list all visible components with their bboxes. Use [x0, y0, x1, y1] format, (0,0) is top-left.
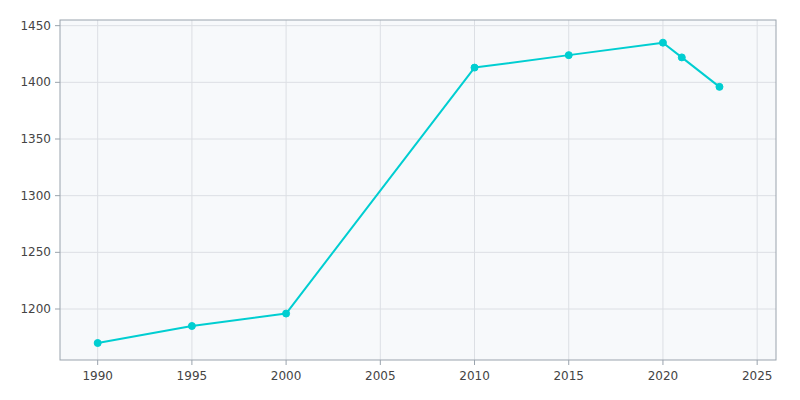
y-grid-line — [60, 309, 776, 310]
plot-background — [60, 20, 776, 360]
y-tick-label: 1400 — [20, 75, 51, 89]
y-tick — [55, 309, 60, 310]
point — [471, 64, 478, 71]
y-tick — [55, 139, 60, 140]
x-tick — [191, 360, 192, 365]
x-tick-label: 2005 — [365, 369, 396, 383]
y-tick — [55, 195, 60, 196]
y-tick — [55, 82, 60, 83]
x-tick — [380, 360, 381, 365]
point — [94, 340, 101, 347]
data-layer — [94, 39, 723, 346]
y-tick-label: 1350 — [20, 132, 51, 146]
point — [716, 83, 723, 90]
y-grid-line — [60, 195, 776, 196]
x-tick-label: 2020 — [648, 369, 679, 383]
x-tick — [662, 360, 663, 365]
point — [283, 310, 290, 317]
x-tick-label: 1990 — [82, 369, 113, 383]
x-tick — [474, 360, 475, 365]
y-grid-line — [60, 252, 776, 253]
y-tick-label: 1250 — [20, 245, 51, 259]
x-tick — [757, 360, 758, 365]
point — [188, 323, 195, 330]
y-tick — [55, 252, 60, 253]
chart-svg: 1990 1995 2000 2005 2010 2015 2020 2025 1200 1250… — [0, 0, 800, 400]
x-tick-label: 2000 — [271, 369, 302, 383]
x-tick-label: 2010 — [459, 369, 490, 383]
page: {"chart_data": {"type": "line", "x": [19… — [0, 0, 800, 400]
x-tick-label: 2025 — [742, 369, 773, 383]
y-tick-label: 1200 — [20, 302, 51, 316]
y-tick-label: 1450 — [20, 19, 51, 33]
x-tick-label: 2015 — [553, 369, 584, 383]
point — [659, 39, 666, 46]
y-grid-line — [60, 25, 776, 26]
x-tick — [568, 360, 569, 365]
point — [565, 52, 572, 59]
line — [98, 43, 720, 343]
grid — [60, 20, 776, 360]
x-tick — [286, 360, 287, 365]
y-grid-line — [60, 82, 776, 83]
y-tick — [55, 25, 60, 26]
axes: 1990 1995 2000 2005 2010 2015 2020 2025 1200 1250… — [20, 19, 772, 383]
x-tick — [97, 360, 98, 365]
y-tick-label: 1300 — [20, 189, 51, 203]
y-grid-line — [60, 139, 776, 140]
plot-frame — [60, 20, 776, 360]
point — [678, 54, 685, 61]
x-tick-label: 1995 — [177, 369, 208, 383]
chart-container: 1990 1995 2000 2005 2010 2015 2020 2025 1200 1250… — [0, 0, 800, 400]
